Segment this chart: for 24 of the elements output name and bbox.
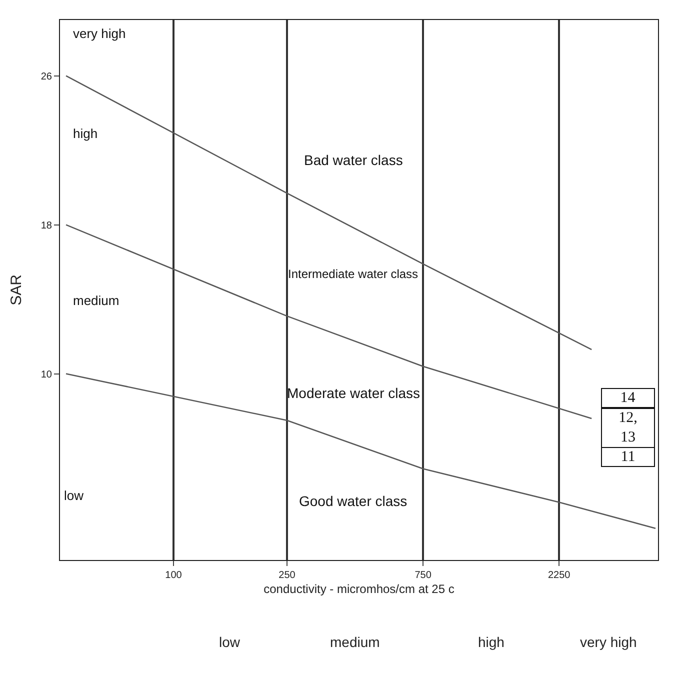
annotation: low [64,488,84,503]
x-tick-label: 100 [165,570,182,581]
y-tick-label: 18 [40,220,52,232]
annotation: 12, 13 [618,410,638,446]
x-axis-title: conductivity - micromhos/cm at 25 c [264,582,454,596]
annotation: 14 [620,390,636,406]
annotation: Bad water class [304,152,403,168]
annotation: medium [73,293,120,308]
annotation: Moderate water class [287,385,420,401]
x-tick-label: 250 [278,570,296,581]
annotation: 11 [620,449,636,465]
annotation: very high [73,26,126,41]
y-axis-title: SAR [8,274,26,306]
annotation: high [73,126,98,141]
text: high [478,634,504,650]
x-tick-label: 2250 [548,570,571,581]
text: low [219,634,241,650]
annotation: Good water class [299,493,408,509]
text: medium [330,634,380,650]
y-tick-label: 10 [40,369,52,380]
x-tick-label: 750 [414,570,432,581]
annotation: Intermediate water class [288,267,418,281]
y-tick-label: 26 [40,71,52,82]
text: very high [580,634,637,650]
